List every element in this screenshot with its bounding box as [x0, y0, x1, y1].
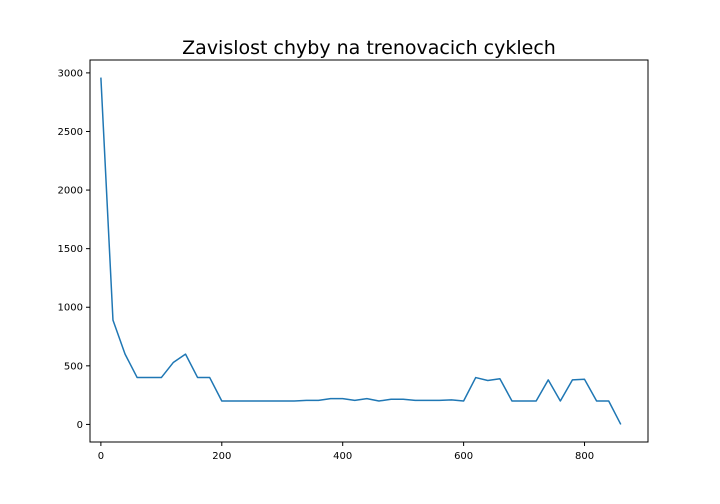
plot-frame	[89, 59, 649, 443]
axis-ticks: 0 200 400 600 800 0 500 1000 1500 2000 2500 3000	[58, 68, 595, 462]
y-tick-label: 500	[64, 361, 83, 372]
y-tick-label: 3000	[58, 68, 83, 79]
series-line	[100, 77, 622, 425]
x-tick-label: 0	[98, 451, 104, 462]
x-tick-label: 400	[333, 451, 352, 462]
x-tick-label: 800	[575, 451, 594, 462]
x-tick-label: 600	[454, 451, 473, 462]
chart-title: Zavislost chyby na trenovacich cyklech	[182, 37, 556, 59]
y-tick-label: 2500	[58, 127, 83, 138]
y-tick-label: 1000	[58, 303, 83, 314]
y-tick-label: 1500	[58, 244, 83, 255]
series-group	[100, 77, 622, 425]
x-tick-label: 200	[212, 451, 231, 462]
y-tick-label: 2000	[58, 186, 83, 197]
y-tick-label: 0	[77, 420, 83, 431]
